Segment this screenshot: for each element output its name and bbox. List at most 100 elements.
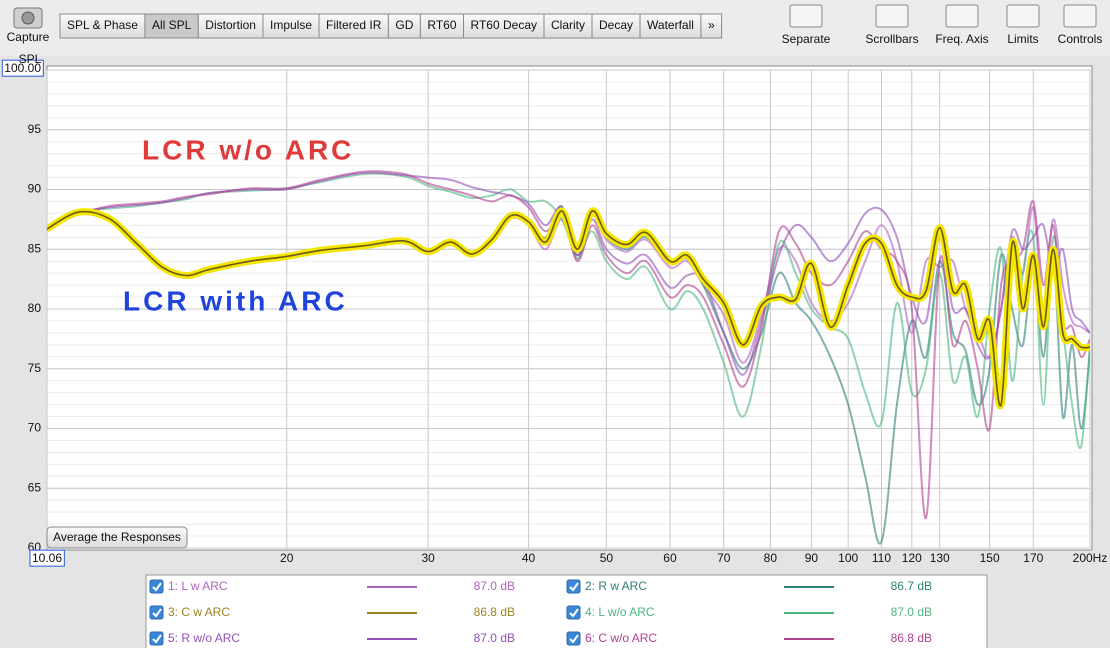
x-tick-label: 80 — [764, 551, 778, 565]
lines — [47, 170, 1090, 545]
tab[interactable] — [387, 13, 421, 39]
legend-level: 86.8 dB — [474, 605, 515, 619]
series-line[interactable] — [47, 172, 1090, 450]
capture-icon[interactable] — [13, 7, 43, 29]
tool-label[interactable]: Limits — [1007, 32, 1038, 46]
y-tick-label: 70 — [28, 421, 42, 435]
tab[interactable] — [59, 13, 146, 39]
capture-label[interactable]: Capture — [7, 30, 50, 44]
limit-box — [1, 59, 44, 77]
legend-checkbox[interactable] — [566, 579, 581, 594]
tab-label[interactable]: GD — [395, 18, 413, 32]
tab-label[interactable]: Waterfall — [647, 18, 694, 32]
legend-checkbox[interactable] — [566, 605, 581, 620]
tab-bar: SPL & Phase All SPL Distortion Impulse Filte… — [59, 13, 723, 39]
legend-name: 3: C w ARC — [168, 605, 230, 619]
y-tick-label: 80 — [28, 301, 42, 315]
x-tick-label: 110 — [872, 551, 891, 565]
tab-label[interactable]: » — [708, 18, 715, 32]
y-tick-label: 65 — [28, 480, 42, 494]
tab[interactable] — [463, 13, 545, 39]
tab-label[interactable]: Decay — [599, 18, 633, 32]
x-tick-label: 90 — [805, 551, 819, 565]
series-line[interactable] — [47, 171, 1090, 376]
legend: 1: L w ARC 87.0 dB 2: R w ARC 86.7 dB 3: C w… — [149, 579, 932, 646]
annotation: LCR with ARC — [123, 285, 348, 316]
x-tick-label: 60 — [663, 551, 677, 565]
x-tick-label: 70 — [717, 551, 731, 565]
tool-icon[interactable] — [1063, 4, 1097, 28]
tab[interactable] — [197, 13, 264, 39]
legend-check — [569, 608, 579, 618]
average-button[interactable] — [46, 526, 188, 549]
tool-label[interactable]: Separate — [782, 32, 831, 46]
tool-icon[interactable] — [945, 4, 979, 28]
limit-box — [29, 549, 65, 567]
x-tick-label: 120 — [902, 551, 922, 565]
x-tick-label: 100 — [838, 551, 858, 565]
legend-checkbox[interactable] — [149, 605, 164, 620]
tab-label[interactable]: RT60 — [427, 18, 456, 32]
y-tick-label: 100.00 — [4, 61, 41, 75]
tool-label[interactable]: Scrollbars — [865, 32, 918, 46]
x-tick-label: 40 — [522, 551, 536, 565]
legend-level: 87.0 dB — [891, 605, 932, 619]
series-line[interactable] — [47, 170, 1090, 520]
tool-icon[interactable] — [875, 4, 909, 28]
annotation: LCR w/o ARC — [142, 134, 354, 165]
tab[interactable] — [591, 13, 641, 39]
x-tick-label: 200Hz — [1073, 551, 1108, 565]
x-tick-label: 30 — [421, 551, 435, 565]
tab[interactable] — [262, 13, 320, 39]
x-tick-label: 170 — [1023, 551, 1043, 565]
legend-name: 1: L w ARC — [168, 579, 228, 593]
tab[interactable] — [318, 13, 389, 39]
tab-label[interactable]: Filtered IR — [326, 18, 382, 32]
x-tick-label: 20 — [280, 551, 294, 565]
tab-label[interactable]: Distortion — [205, 18, 256, 32]
y-axis-label: SPL — [19, 52, 42, 66]
series-line[interactable] — [47, 210, 1090, 407]
tab-label[interactable]: Clarity — [551, 18, 585, 32]
tool-icon[interactable] — [789, 4, 823, 28]
tab-label[interactable]: RT60 Decay — [471, 18, 537, 32]
average-button-label[interactable]: Average the Responses — [53, 530, 181, 544]
legend-level: 87.0 dB — [474, 631, 515, 645]
y-tick-label: 85 — [28, 241, 42, 255]
tab[interactable] — [144, 13, 199, 39]
x-tick-label: 150 — [980, 551, 1000, 565]
legend-check — [569, 634, 579, 644]
y-tick-label: 90 — [28, 182, 42, 196]
tab-label[interactable]: SPL & Phase — [67, 18, 138, 32]
legend-level: 86.7 dB — [891, 579, 932, 593]
tool-label[interactable]: Controls — [1058, 32, 1103, 46]
legend-check — [152, 634, 162, 644]
legend-check — [152, 582, 162, 592]
legend-name: 6: C w/o ARC — [585, 631, 657, 645]
tool-buttons: Separate Scrollbars Freq. Axis Limits Contro… — [782, 4, 1103, 46]
legend-checkbox[interactable] — [149, 579, 164, 594]
legend-checkbox[interactable] — [149, 631, 164, 646]
tab[interactable] — [419, 13, 465, 39]
y-tick-label: 75 — [28, 361, 42, 375]
legend-name: 2: R w ARC — [585, 579, 647, 593]
x-tick-label: 130 — [930, 551, 950, 565]
tab-label[interactable]: All SPL — [152, 18, 192, 32]
legend-checkbox[interactable] — [566, 631, 581, 646]
tab[interactable] — [700, 13, 723, 39]
legend-name: 4: L w/o ARC — [585, 605, 655, 619]
legend-name: 5: R w/o ARC — [168, 631, 240, 645]
legend-check — [569, 582, 579, 592]
y-tick-label: 95 — [28, 122, 42, 136]
tab[interactable] — [543, 13, 593, 39]
legend-level: 86.8 dB — [891, 631, 932, 645]
tool-label[interactable]: Freq. Axis — [935, 32, 988, 46]
tool-icon[interactable] — [1006, 4, 1040, 28]
x-tick-label: 50 — [600, 551, 614, 565]
x-tick-label: 10.06 — [32, 551, 62, 565]
tab-label[interactable]: Impulse — [270, 18, 312, 32]
legend-level: 87.0 dB — [474, 579, 515, 593]
